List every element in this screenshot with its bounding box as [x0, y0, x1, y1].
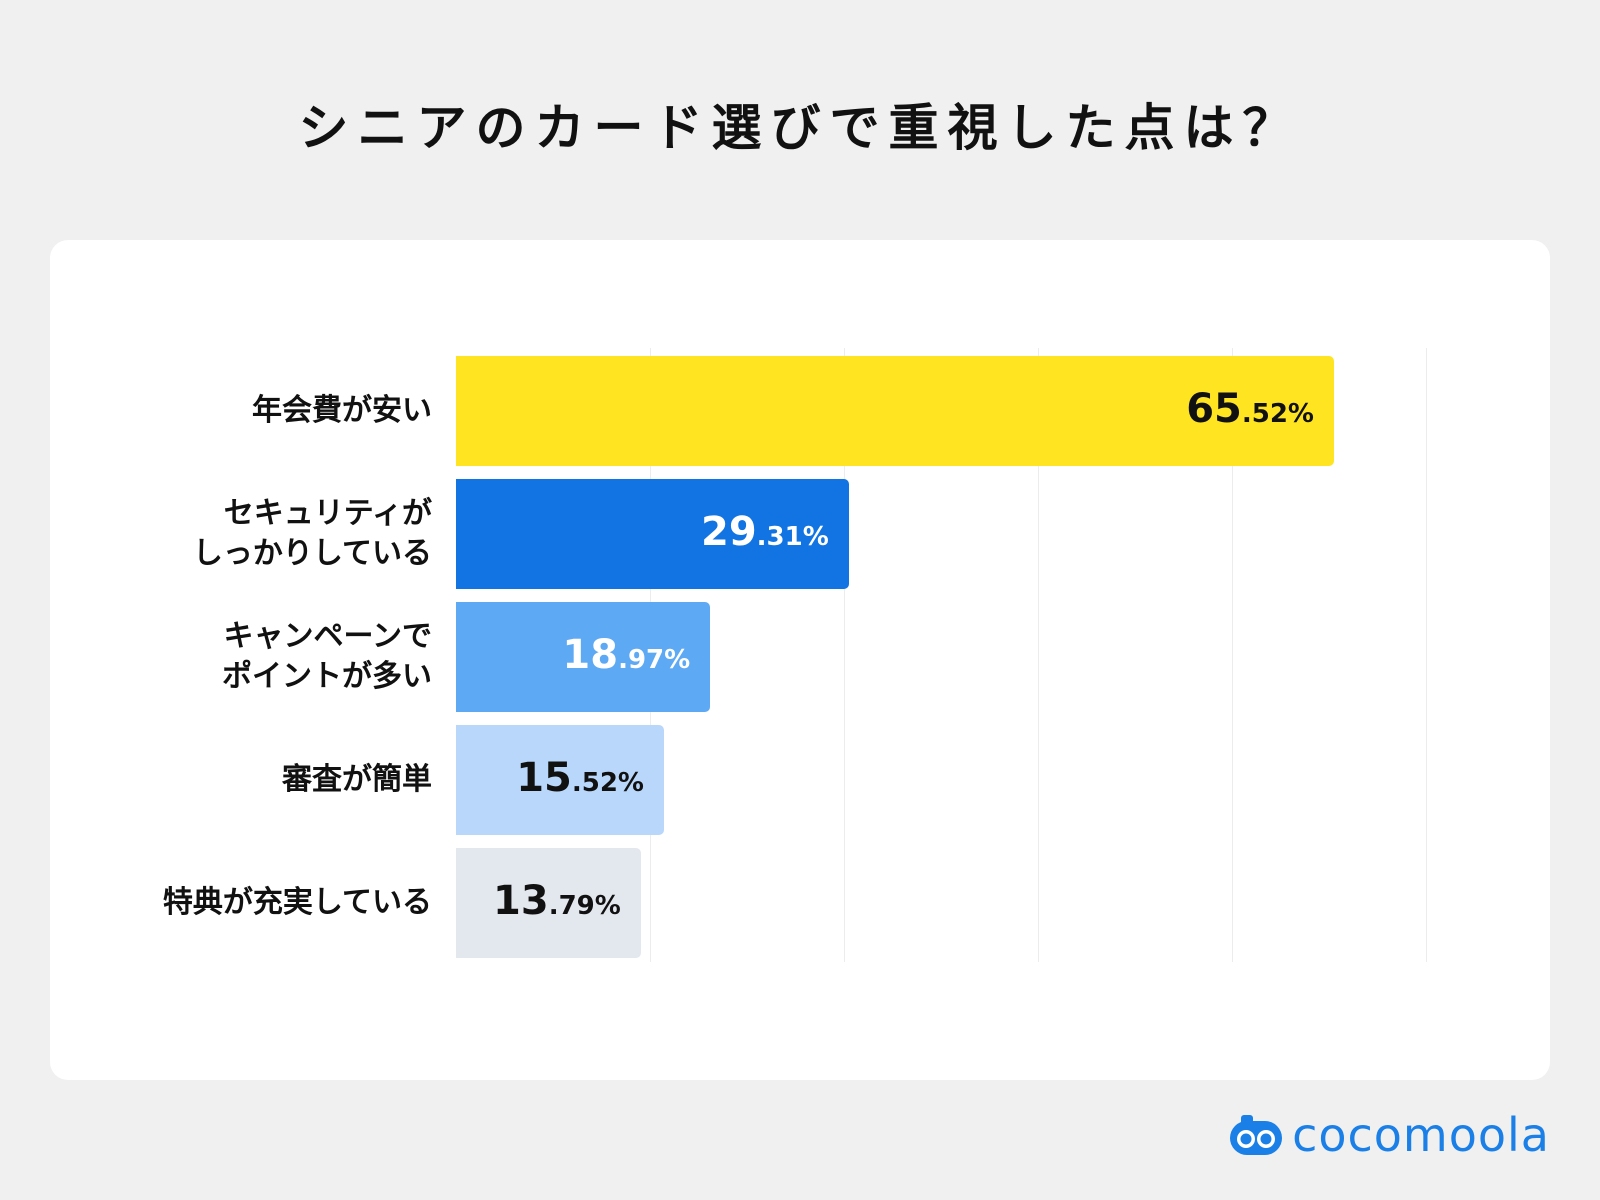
bar-value-label: 29.31% — [701, 512, 829, 552]
bar-value-dec: .31% — [756, 522, 829, 552]
bar — [456, 725, 664, 835]
category-label-line: キャンペーンで — [223, 619, 433, 654]
brand-name: cocomoola — [1292, 1108, 1550, 1162]
gridline-30 — [1038, 348, 1039, 962]
category-label: 年会費が安い — [52, 391, 432, 431]
brand-logo: cocomoola — [1228, 1112, 1550, 1158]
category-label: 特典が充実している — [52, 883, 432, 923]
bar-value-dec: .52% — [571, 768, 644, 798]
bar-value-int: 18 — [562, 632, 619, 678]
bar-value-label: 65.52% — [1186, 389, 1314, 429]
category-label: キャンペーンで ポイントが多い — [52, 617, 432, 697]
bar — [456, 848, 641, 958]
bar-value-int: 15 — [516, 755, 572, 801]
gridline-50 — [1426, 348, 1427, 962]
category-label-line: 審査が簡単 — [282, 762, 432, 797]
bar-value-dec: .97% — [618, 645, 691, 675]
bar-value-int: 65 — [1186, 386, 1242, 432]
category-label: 審査が簡単 — [52, 760, 432, 800]
bar-value-label: 15.52% — [516, 758, 644, 798]
chart-card: 年会費が安いセキュリティがしっかりしているキャンペーンで ポイントが多い審査が簡単… — [50, 240, 1550, 1080]
bar — [456, 479, 849, 589]
bar-value-int: 13 — [493, 878, 549, 924]
gridline-20 — [844, 348, 845, 962]
bar-value-int: 29 — [700, 509, 757, 555]
category-label-line: 年会費が安い — [252, 393, 432, 428]
category-label: セキュリティがしっかりしている — [52, 494, 432, 574]
gridline-40 — [1232, 348, 1233, 962]
category-label-line: セキュリティが — [223, 496, 432, 531]
category-label-line: ポイントが多い — [222, 659, 432, 694]
cocomoola-logo-icon — [1230, 1115, 1283, 1155]
bar-value-label: 18.97% — [562, 635, 690, 675]
bar-value-dec: .52% — [1241, 399, 1314, 429]
category-label-line: 特典が充実している — [162, 885, 432, 920]
chart-title: シニアのカード選びで重視した点は？ — [298, 99, 1302, 157]
bar — [456, 356, 1334, 466]
bar — [456, 602, 711, 712]
bar-value-label: 13.79% — [493, 881, 621, 921]
bar-value-dec: .79% — [548, 891, 621, 921]
category-label-line: しっかりしている — [192, 536, 432, 571]
